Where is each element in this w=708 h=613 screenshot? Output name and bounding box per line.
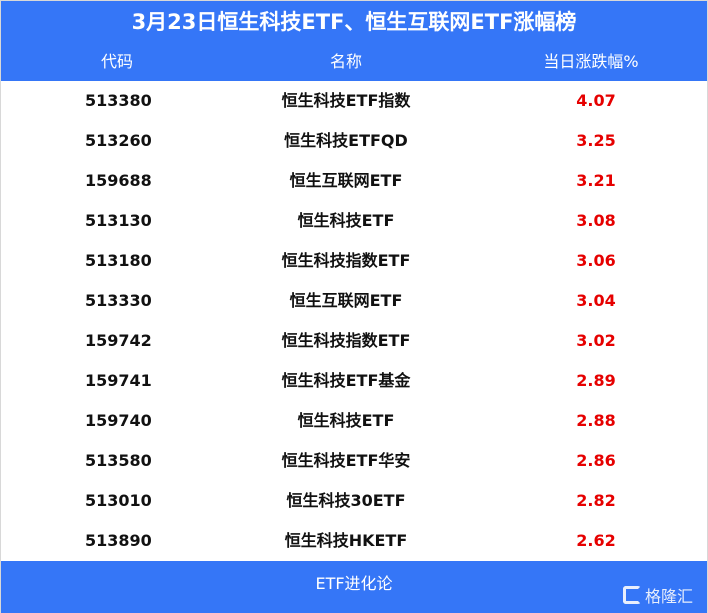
cell-code: 513130 — [85, 211, 152, 230]
table-row: 513580 恒生科技ETF华安 2.86 — [1, 441, 707, 481]
cell-change: 3.06 — [576, 251, 616, 270]
logo-text: 格隆汇 — [644, 587, 693, 606]
footer: ETF进化论 格隆汇 — [1, 561, 707, 613]
cell-name: 恒生互联网ETF — [289, 171, 403, 190]
table-body: 513380 恒生科技ETF指数 4.07 513260 恒生科技ETFQD 3.25 15… — [1, 81, 707, 561]
cell-code: 513260 — [85, 131, 152, 150]
cell-name: 恒生科技指数ETF — [281, 251, 411, 270]
table-row: 159742 恒生科技指数ETF 3.02 — [1, 321, 707, 361]
cell-name: 恒生科技ETF — [297, 211, 395, 230]
table-header: 3月23日恒生科技ETF、恒生互联网ETF涨幅榜 代码 名称 当日涨跌幅% — [1, 1, 707, 81]
cell-change: 4.07 — [576, 91, 616, 110]
cell-code: 513010 — [85, 491, 152, 510]
cell-change: 3.21 — [576, 171, 616, 190]
cell-name: 恒生科技ETF华安 — [281, 451, 411, 470]
cell-code: 513380 — [85, 91, 152, 110]
cell-name: 恒生科技30ETF — [286, 491, 406, 510]
table-row: 513380 恒生科技ETF指数 4.07 — [1, 81, 707, 121]
cell-name: 恒生科技HKETF — [284, 531, 408, 550]
table-row: 513260 恒生科技ETFQD 3.25 — [1, 121, 707, 161]
table-title: 3月23日恒生科技ETF、恒生互联网ETF涨幅榜 — [131, 10, 577, 34]
table-row: 159688 恒生互联网ETF 3.21 — [1, 161, 707, 201]
cell-change: 3.08 — [576, 211, 616, 230]
cell-change: 3.02 — [576, 331, 616, 350]
cell-change: 2.62 — [576, 531, 616, 550]
logo-g-icon — [622, 586, 641, 604]
column-header-change: 当日涨跌幅% — [543, 52, 639, 71]
cell-code: 159688 — [85, 171, 152, 190]
cell-name: 恒生科技指数ETF — [281, 331, 411, 350]
cell-code: 159741 — [85, 371, 152, 390]
table-row: 159741 恒生科技ETF基金 2.89 — [1, 361, 707, 401]
logo-watermark: 格隆汇 — [622, 583, 693, 607]
table-row: 513180 恒生科技指数ETF 3.06 — [1, 241, 707, 281]
cell-name: 恒生科技ETF基金 — [281, 371, 411, 390]
cell-code: 513890 — [85, 531, 152, 550]
cell-code: 159740 — [85, 411, 152, 430]
cell-name: 恒生科技ETF指数 — [281, 91, 411, 110]
column-header-name: 名称 — [329, 52, 362, 71]
cell-change: 2.82 — [576, 491, 616, 510]
table-row: 513330 恒生互联网ETF 3.04 — [1, 281, 707, 321]
cell-change: 3.04 — [576, 291, 616, 310]
cell-change: 2.89 — [576, 371, 616, 390]
cell-code: 513330 — [85, 291, 152, 310]
cell-name: 恒生科技ETF — [297, 411, 395, 430]
table-row: 513010 恒生科技30ETF 2.82 — [1, 481, 707, 521]
table-row: 159740 恒生科技ETF 2.88 — [1, 401, 707, 441]
footer-text: ETF进化论 — [315, 574, 393, 593]
column-header-code: 代码 — [100, 52, 133, 71]
cell-change: 2.88 — [576, 411, 616, 430]
table-row: 513130 恒生科技ETF 3.08 — [1, 201, 707, 241]
cell-code: 513580 — [85, 451, 152, 470]
cell-name: 恒生科技ETFQD — [284, 131, 408, 150]
cell-change: 3.25 — [576, 131, 616, 150]
cell-name: 恒生互联网ETF — [289, 291, 403, 310]
cell-change: 2.86 — [576, 451, 616, 470]
cell-code: 513180 — [85, 251, 152, 270]
table-row: 513890 恒生科技HKETF 2.62 — [1, 521, 707, 561]
cell-code: 159742 — [85, 331, 152, 350]
